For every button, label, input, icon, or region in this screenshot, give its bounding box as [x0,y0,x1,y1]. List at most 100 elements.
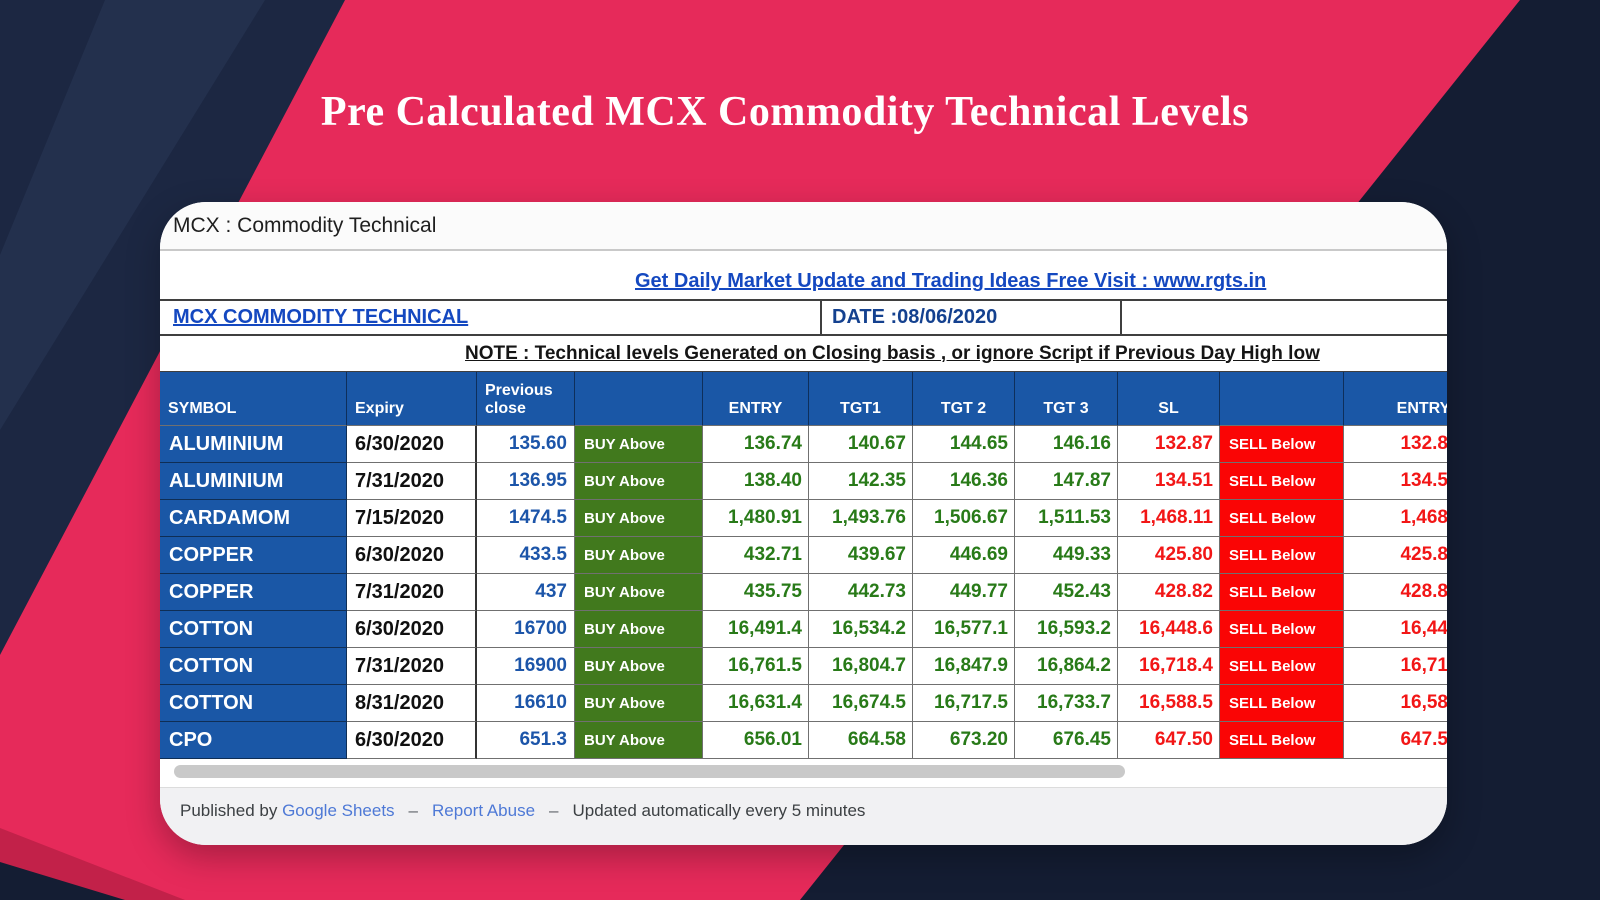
levels-table: SYMBOL Expiry Previous close ENTRY TGT1 TGT 2… [160,372,1447,759]
updated-text: Updated automatically every 5 minutes [572,801,866,820]
tgt3-cell: 449.33 [1015,537,1118,574]
prev-close-cell: 16610 [477,685,575,722]
sell-below-cell: SELL Below [1220,426,1344,463]
symbol-cell: CARDAMOM [160,500,347,537]
tgt2-cell: 1,506.67 [913,500,1015,537]
prev-close-cell: 1474.5 [477,500,575,537]
footer-separator: – [408,801,419,820]
report-abuse-link[interactable]: Report Abuse [432,801,536,820]
tgt3-cell: 147.87 [1015,463,1118,500]
expiry-cell: 7/31/2020 [347,574,477,611]
published-by-text: Published by [180,801,283,820]
meta-row: MCX COMMODITY TECHNICAL DATE :08/06/2020 [160,301,1447,336]
sell-below-cell: SELL Below [1220,500,1344,537]
sell-entry-cell: 16,44 [1344,611,1447,648]
header-cell: ENTRY [1344,372,1447,426]
table-row: COPPER 7/31/2020 437 BUY Above 435.75 442.73 4… [160,574,1447,611]
sell-entry-cell: 134.5 [1344,463,1447,500]
entry-cell: 656.01 [703,722,809,759]
sell-below-cell: SELL Below [1220,463,1344,500]
expiry-cell: 6/30/2020 [347,611,477,648]
expiry-cell: 7/15/2020 [347,500,477,537]
buy-above-cell: BUY Above [575,500,703,537]
buy-above-cell: BUY Above [575,426,703,463]
prev-close-cell: 136.95 [477,463,575,500]
sl-cell: 16,718.4 [1118,648,1220,685]
table-row: COTTON 6/30/2020 16700 BUY Above 16,491.4 16,… [160,611,1447,648]
tgt1-cell: 16,534.2 [809,611,913,648]
table-row: CPO 6/30/2020 651.3 BUY Above 656.01 664.58 67… [160,722,1447,759]
tgt3-cell: 16,864.2 [1015,648,1118,685]
tgt2-cell: 16,717.5 [913,685,1015,722]
symbol-cell: COTTON [160,685,347,722]
sl-cell: 16,448.6 [1118,611,1220,648]
note-text: NOTE : Technical levels Generated on Clo… [465,342,1320,364]
entry-cell: 16,491.4 [703,611,809,648]
header-cell: Expiry [347,372,477,426]
entry-cell: 435.75 [703,574,809,611]
symbol-cell: CPO [160,722,347,759]
sell-below-cell: SELL Below [1220,537,1344,574]
header-cell: ENTRY [703,372,809,426]
sl-cell: 134.51 [1118,463,1220,500]
symbol-cell: ALUMINIUM [160,426,347,463]
tgt3-cell: 452.43 [1015,574,1118,611]
footer-separator: – [549,801,559,820]
sell-below-cell: SELL Below [1220,611,1344,648]
entry-cell: 432.71 [703,537,809,574]
buy-above-cell: BUY Above [575,537,703,574]
entry-cell: 138.40 [703,463,809,500]
table-row: COPPER 6/30/2020 433.5 BUY Above 432.71 439.6… [160,537,1447,574]
expiry-cell: 6/30/2020 [347,537,477,574]
tgt1-cell: 442.73 [809,574,913,611]
sheet-doc-title: MCX : Commodity Technical [173,213,437,237]
sl-cell: 16,588.5 [1118,685,1220,722]
promo-link[interactable]: Get Daily Market Update and Trading Idea… [635,270,1267,292]
header-cell: TGT 3 [1015,372,1118,426]
tgt2-cell: 146.36 [913,463,1015,500]
entry-cell: 16,631.4 [703,685,809,722]
sell-entry-cell: 428.8 [1344,574,1447,611]
sell-entry-cell: 1,468 [1344,500,1447,537]
sl-cell: 132.87 [1118,426,1220,463]
sl-cell: 425.80 [1118,537,1220,574]
prev-close-cell: 135.60 [477,426,575,463]
table-row: COTTON 8/31/2020 16610 BUY Above 16,631.4 16,… [160,685,1447,722]
sell-entry-cell: 132.8 [1344,426,1447,463]
sl-cell: 647.50 [1118,722,1220,759]
buy-above-cell: BUY Above [575,463,703,500]
sheet-title-cell: MCX COMMODITY TECHNICAL [160,301,820,334]
google-sheets-link[interactable]: Google Sheets [282,801,395,820]
header-cell: TGT1 [809,372,913,426]
prev-close-cell: 16700 [477,611,575,648]
header-cell: SYMBOL [160,372,347,426]
sell-entry-cell: 425.8 [1344,537,1447,574]
tgt1-cell: 664.58 [809,722,913,759]
expiry-cell: 7/31/2020 [347,463,477,500]
tgt1-cell: 439.67 [809,537,913,574]
expiry-cell: 6/30/2020 [347,722,477,759]
sl-cell: 1,468.11 [1118,500,1220,537]
prev-close-cell: 16900 [477,648,575,685]
prev-close-cell: 437 [477,574,575,611]
sheet-title-link[interactable]: MCX COMMODITY TECHNICAL [173,306,469,328]
tgt2-cell: 446.69 [913,537,1015,574]
expiry-cell: 7/31/2020 [347,648,477,685]
sell-entry-cell: 16,58 [1344,685,1447,722]
expiry-cell: 6/30/2020 [347,426,477,463]
page-title: Pre Calculated MCX Commodity Technical L… [320,89,1250,135]
sheet-card: MCX : Commodity Technical Get Daily Mark… [160,202,1447,845]
sell-below-cell: SELL Below [1220,574,1344,611]
symbol-cell: ALUMINIUM [160,463,347,500]
symbol-cell: COTTON [160,648,347,685]
symbol-cell: COPPER [160,574,347,611]
tgt3-cell: 1,511.53 [1015,500,1118,537]
sl-cell: 428.82 [1118,574,1220,611]
tgt2-cell: 16,577.1 [913,611,1015,648]
symbol-cell: COPPER [160,537,347,574]
entry-cell: 1,480.91 [703,500,809,537]
buy-above-cell: BUY Above [575,685,703,722]
horizontal-scrollbar[interactable] [174,765,1125,778]
header-cell: Previous close [477,372,575,426]
header-cell [1220,372,1344,426]
